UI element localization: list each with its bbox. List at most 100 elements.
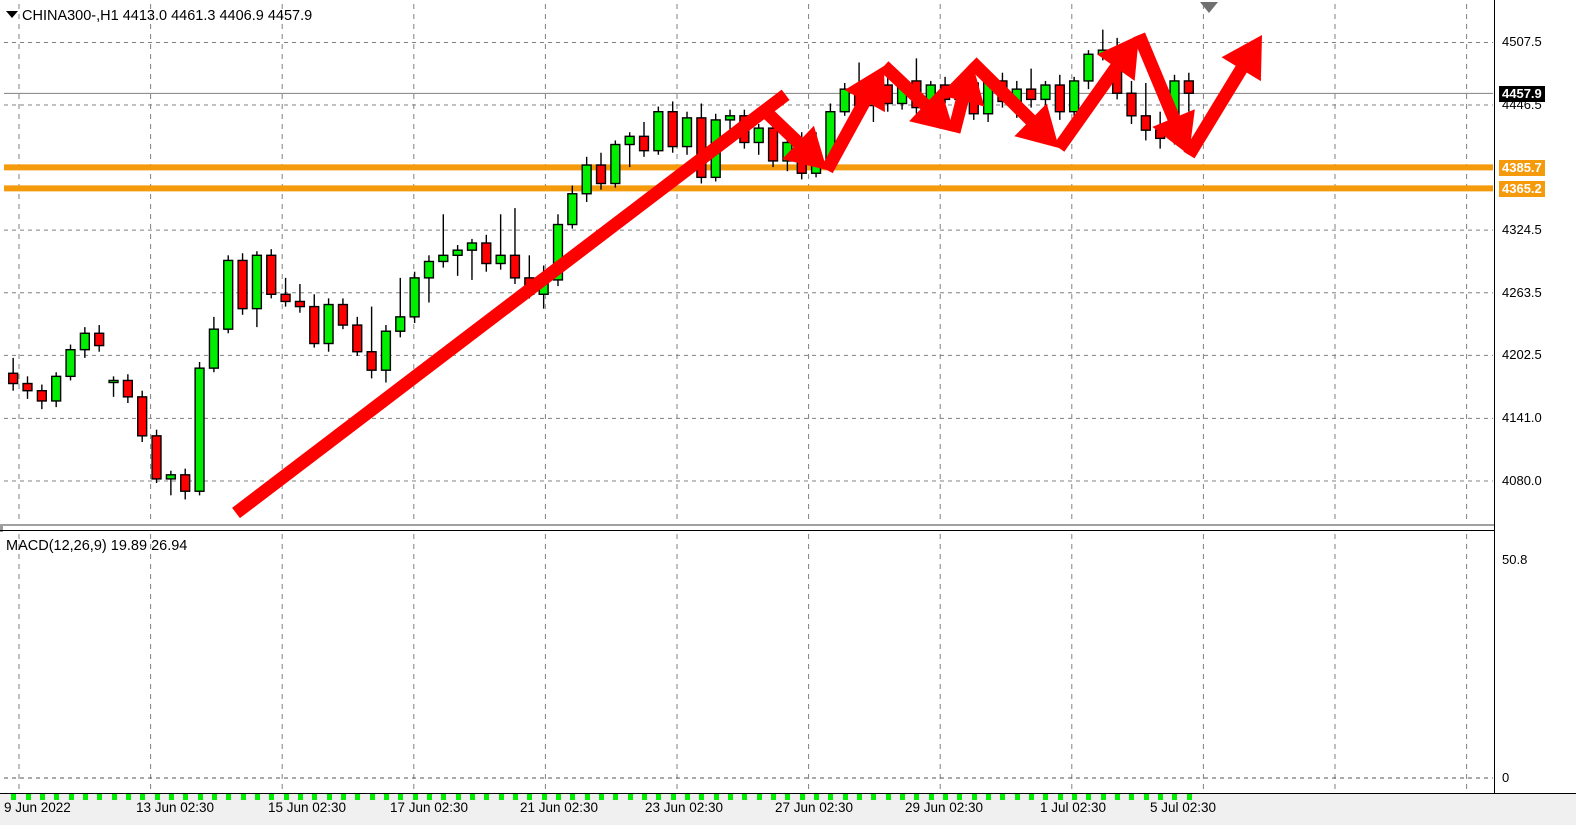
time-axis-tick: 21 Jun 02:30 [520,800,599,815]
time-axis-tickmark [1100,794,1106,800]
time-axis-tickmark [1143,794,1149,800]
time-axis-tick: 13 Jun 02:30 [136,800,215,815]
time-axis-tickmark [670,794,676,800]
time-axis-strip[interactable] [0,794,1576,825]
time-axis-tick: 15 Jun 02:30 [268,800,347,815]
price-axis-tick: 4263.5 [1502,284,1542,300]
chart-position-marker-icon[interactable] [1200,2,1218,13]
pane-collapse-icon[interactable] [6,11,18,18]
time-axis-tickmark [785,794,791,800]
time-axis-tickmark [254,794,260,800]
price-plot-area[interactable] [4,4,1493,522]
time-axis-tickmark [484,794,490,800]
drawn-annotations [232,32,1262,519]
price-axis-tick: 4141.0 [1502,410,1542,426]
time-axis-tickmark [154,794,160,800]
time-axis-tickmark [455,794,461,800]
time-axis-tickmark [971,794,977,800]
macd-plot-area[interactable] [4,534,1493,792]
time-axis-tickmark [111,794,117,800]
time-axis-tickmark [1000,794,1006,800]
time-axis-tickmark [914,794,920,800]
time-axis-tickmark [699,794,705,800]
time-axis-tickmark [842,794,848,800]
time-axis-tickmark [398,794,404,800]
price-pane[interactable] [0,0,1576,526]
time-axis-tickmark [1014,794,1020,800]
time-axis-tickmark [541,794,547,800]
time-axis-tickmark [211,794,217,800]
price-chart-svg [4,4,1493,522]
time-axis-tick: 29 Jun 02:30 [905,800,984,815]
time-axis-tickmark [584,794,590,800]
time-axis-tickmark [1029,794,1035,800]
time-axis-line [0,793,1576,794]
time-axis-tickmark [1043,794,1049,800]
time-axis-tickmark [728,794,734,800]
time-axis-tickmark [369,794,375,800]
time-axis-tickmark [97,794,103,800]
pane-separator-upper[interactable] [0,524,1494,526]
macd-chart-svg [4,534,1493,792]
time-axis-tickmark [656,794,662,800]
time-axis-tick: 27 Jun 02:30 [775,800,854,815]
time-axis-tick: 1 Jul 02:30 [1040,800,1107,815]
time-axis-tickmark [1186,794,1192,800]
time-axis-tickmark [1057,794,1063,800]
macd-axis-tick-max: 50.8 [1502,552,1528,568]
time-axis-tickmark [756,794,762,800]
time-axis-tick: 17 Jun 02:30 [390,800,469,815]
time-axis-tickmark [498,794,504,800]
time-axis-tickmark [627,794,633,800]
time-axis-tickmark [140,794,146,800]
price-pane-header: CHINA300-,H1 4413.0 4461.3 4406.9 4457.9 [22,8,313,24]
price-axis-tick: 4080.0 [1502,472,1542,488]
macd-axis-tick-zero: 0 [1502,770,1510,785]
time-axis-tickmark [599,794,604,800]
time-axis-tickmark [771,794,777,800]
time-axis-tickmark [355,794,361,800]
time-axis-tickmark [11,794,17,800]
time-axis-tickmark [885,794,891,800]
time-axis-tickmark [871,794,877,800]
time-axis-tickmark [857,794,863,800]
time-axis-tickmark [527,794,533,800]
time-axis-tick: 5 Jul 02:30 [1150,800,1217,815]
time-axis-tickmark [383,794,389,800]
time-axis-tickmark [986,794,992,800]
time-axis-tickmark [441,794,447,800]
support-level-badge: 4365.2 [1499,181,1545,198]
time-axis-tickmark [82,794,88,800]
macd-pane[interactable] [0,532,1576,794]
pane-separator-lower [0,530,1494,531]
macd-histogram-series [14,560,1188,778]
time-axis-tickmark [269,794,275,800]
macd-pane-header: MACD(12,26,9) 19.89 26.94 [6,538,188,554]
time-axis-tickmark [512,794,518,800]
time-axis-tickmark [39,794,45,800]
time-axis-tickmark [1172,794,1178,800]
time-axis-tick: 9 Jun 2022 [4,800,71,815]
time-axis-tickmark [900,794,906,800]
time-axis-tickmark [125,794,131,800]
time-axis-tickmark [828,794,834,800]
price-axis-tick: 4202.5 [1502,347,1542,363]
time-axis-tickmark [713,794,719,800]
time-axis-tickmark [814,794,820,800]
time-axis-tickmark [54,794,60,800]
time-axis-tickmark [742,794,748,800]
time-axis-tickmark [469,794,475,800]
time-axis-tick: 23 Jun 02:30 [645,800,724,815]
time-axis-tickmark [340,794,346,800]
time-axis-tickmark [1129,794,1135,800]
time-axis-tickmark [68,794,74,800]
time-axis-tickmark [928,794,934,800]
time-axis-tickmark [957,794,963,800]
time-axis-tickmark [799,794,805,800]
price-axis-tick: 4507.5 [1502,34,1542,50]
time-axis-tickmark [297,794,303,800]
time-axis-tickmark [555,794,561,800]
price-axis-tick: 4324.5 [1502,222,1542,238]
time-axis-tickmark [943,794,949,800]
